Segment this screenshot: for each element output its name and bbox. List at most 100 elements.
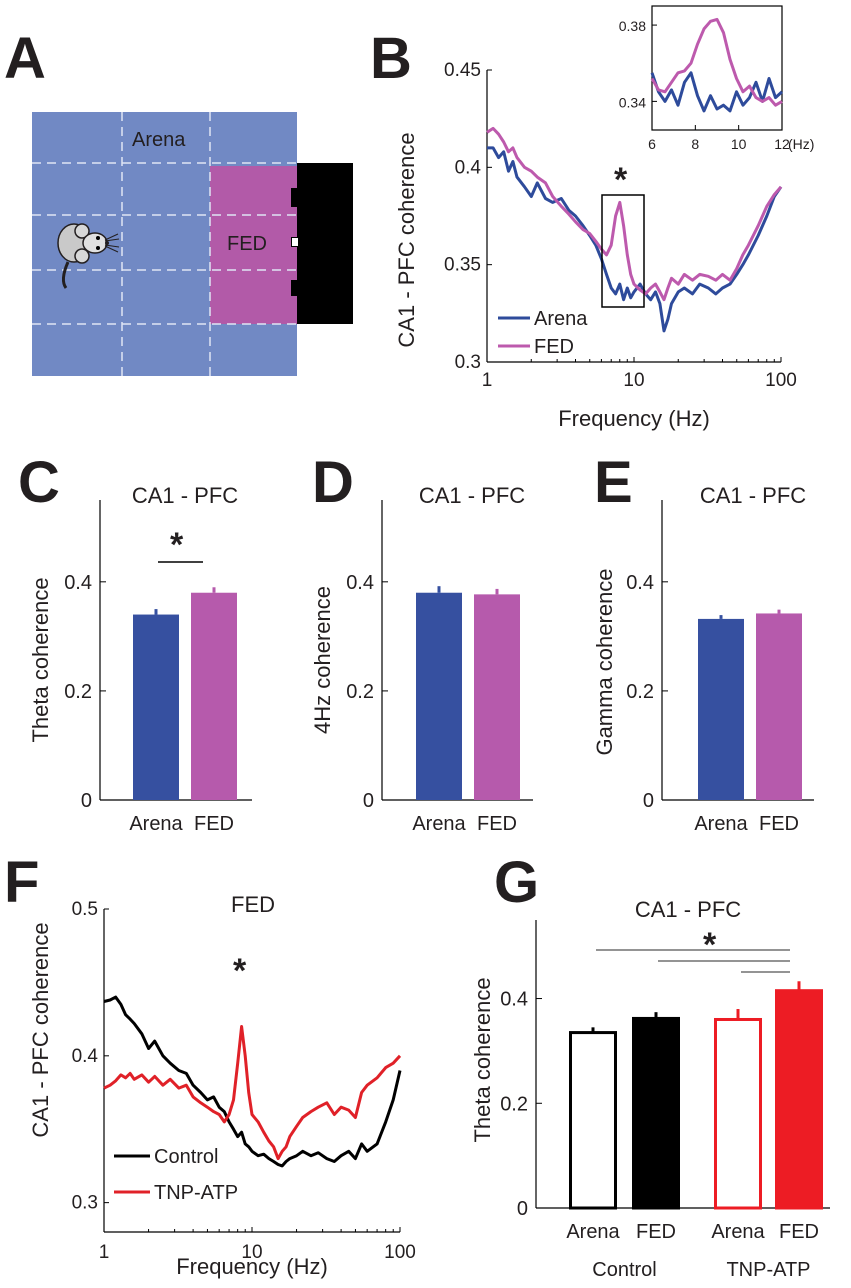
panel-g-star: *	[703, 926, 717, 964]
B-x-tick-label: 10	[623, 370, 644, 391]
D-bar-0	[416, 593, 462, 800]
arena-label: Arena	[132, 129, 186, 151]
F-x-tick-label: 100	[384, 1242, 416, 1263]
panel-letter-d: D	[312, 450, 354, 515]
panel-e-chart: E CA1 - PFC Gamma coherence 0 0.2 0.4 Arena…	[592, 450, 814, 835]
panel-letter-c: C	[18, 450, 60, 515]
panel-b-ylabel: CA1 - PFC coherence	[394, 132, 419, 347]
G-y-tick-label: 0.4	[500, 989, 528, 1011]
B-inset-axes: 6 8 10 12 0.34 0.38 (Hz)	[619, 6, 815, 152]
fed-device	[291, 163, 353, 324]
C-bar-1	[191, 593, 237, 800]
C-y-tick-label: 0	[81, 790, 92, 812]
panel-f-chart: F FED * CA1 - PFC coherence Frequency (H…	[4, 850, 416, 1279]
G-group-label: Control	[592, 1259, 656, 1281]
panel-f-star: *	[233, 952, 247, 990]
B-x-tick-label: 100	[765, 370, 797, 391]
E-y-tick-label: 0	[643, 790, 654, 812]
G-category-label: FED	[636, 1221, 676, 1243]
panel-d-title: CA1 - PFC	[419, 483, 525, 508]
D-bar-1	[474, 594, 520, 800]
fed-port	[292, 238, 298, 246]
panel-b-xlabel: Frequency (Hz)	[558, 406, 710, 431]
F-y-tick-label: 0.3	[72, 1193, 98, 1214]
E-bar-0	[698, 619, 744, 800]
panel-b-lines	[487, 128, 781, 331]
panel-c-title: CA1 - PFC	[132, 483, 238, 508]
panel-g-chart: G CA1 - PFC Theta coherence * 0 0.2 0.4 Are…	[470, 850, 830, 1281]
D-y-tick-label: 0	[363, 790, 374, 812]
B-inset-x-tick-label: 6	[648, 136, 656, 152]
G-group-label: TNP-ATP	[726, 1259, 810, 1281]
panel-letter-b: B	[370, 26, 412, 91]
B-x-tick-label: 1	[482, 370, 493, 391]
panel-b-inset: 6 8 10 12 0.34 0.38 (Hz)	[619, 6, 815, 152]
F-y-tick-label: 0.4	[72, 1046, 99, 1067]
C-category-label: FED	[194, 813, 234, 835]
figure: A Arena FED	[0, 0, 851, 1288]
B-inset-y-tick-label: 0.38	[619, 18, 646, 34]
G-bar-3	[777, 991, 822, 1208]
panel-b-star: *	[614, 161, 628, 199]
legend-label-fed: FED	[534, 336, 574, 358]
G-bar-2	[716, 1019, 761, 1208]
panel-f-title: FED	[231, 892, 275, 917]
C-category-label: Arena	[129, 813, 183, 835]
legend-label-tnp-atp: TNP-ATP	[154, 1182, 238, 1204]
C-bar-0	[133, 615, 179, 800]
E-y-tick-label: 0.4	[626, 572, 654, 594]
D-y-tick-label: 0.2	[346, 681, 374, 703]
panel-b-legend: Arena FED	[498, 308, 588, 358]
panel-a: A Arena FED	[4, 26, 353, 376]
B-y-tick-label: 0.3	[455, 352, 481, 373]
panel-e-title: CA1 - PFC	[700, 483, 806, 508]
E-category-label: FED	[759, 813, 799, 835]
fed-label: FED	[227, 233, 267, 255]
legend-label-control: Control	[154, 1146, 218, 1168]
G-category-label: Arena	[711, 1221, 765, 1243]
panel-b-chart: B 1 10 100 0.3 0.35 0.4 0.45 * 6 8 10 12 0.34 0.38 (…	[370, 6, 814, 431]
panel-c-star: *	[170, 526, 184, 564]
legend-label-arena: Arena	[534, 308, 588, 330]
D-category-label: FED	[477, 813, 517, 835]
panel-e-ylabel: Gamma coherence	[592, 568, 617, 755]
B-y-tick-label: 0.4	[455, 157, 482, 178]
panel-d-ylabel: 4Hz coherence	[310, 586, 335, 734]
panel-f-legend: Control TNP-ATP	[114, 1146, 238, 1204]
panel-letter-a: A	[4, 26, 46, 91]
B-y-tick-label: 0.45	[444, 60, 481, 81]
F-x-tick-label: 10	[241, 1242, 262, 1263]
D-category-label: Arena	[412, 813, 466, 835]
panel-d-chart: D CA1 - PFC 4Hz coherence 0 0.2 0.4 Arena FE…	[310, 450, 533, 835]
B-inset-x-unit: (Hz)	[788, 136, 814, 152]
C-y-tick-label: 0.2	[64, 681, 92, 703]
panel-g-sig-lines	[596, 950, 790, 972]
B-inset-x-tick-label: 10	[731, 136, 747, 152]
F-x-tick-label: 1	[99, 1242, 110, 1263]
E-bar-1	[756, 613, 802, 800]
G-y-tick-label: 0	[517, 1198, 528, 1220]
G-category-label: Arena	[566, 1221, 620, 1243]
B-series-arena	[487, 148, 781, 331]
panel-g-ylabel: Theta coherence	[470, 977, 495, 1142]
panel-c-ylabel: Theta coherence	[28, 577, 53, 742]
B-inset-x-tick-label: 8	[691, 136, 699, 152]
B-inset-y-tick-label: 0.34	[619, 94, 646, 110]
G-bar-1	[634, 1018, 679, 1208]
C-y-tick-label: 0.4	[64, 572, 92, 594]
B-inset-frame	[652, 6, 782, 130]
panel-letter-e: E	[594, 450, 633, 515]
E-y-tick-label: 0.2	[626, 681, 654, 703]
panel-f-ylabel: CA1 - PFC coherence	[28, 922, 53, 1137]
panel-g-title: CA1 - PFC	[635, 897, 741, 922]
G-category-label: FED	[779, 1221, 819, 1243]
panel-c-chart: C CA1 - PFC Theta coherence * 0 0.2 0.4 Are…	[18, 450, 252, 835]
G-y-tick-label: 0.2	[500, 1093, 528, 1115]
D-y-tick-label: 0.4	[346, 572, 374, 594]
panel-letter-g: G	[494, 850, 539, 915]
B-y-tick-label: 0.35	[444, 255, 481, 276]
panel-letter-f: F	[4, 850, 39, 915]
E-category-label: Arena	[694, 813, 748, 835]
G-bar-0	[571, 1033, 616, 1208]
F-y-tick-label: 0.5	[72, 899, 98, 920]
